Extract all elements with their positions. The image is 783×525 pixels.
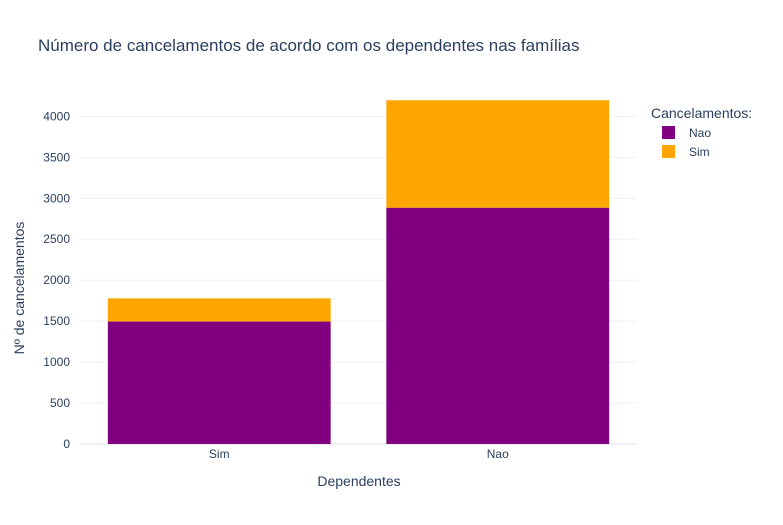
y-tick-label: 1500 (43, 314, 70, 328)
y-tick-label: 2000 (43, 273, 70, 287)
legend-label-sim: Sim (689, 145, 710, 159)
y-tick-label: 4000 (43, 109, 70, 123)
legend-items: Nao Sim (662, 126, 711, 159)
legend-swatch-nao (662, 126, 675, 139)
y-tick-label: 2500 (43, 232, 70, 246)
y-tick-labels: 0 500 1000 1500 2000 2500 3000 3500 4000 (43, 109, 70, 451)
chart-title: Número de cancelamentos de acordo com os… (38, 36, 579, 55)
bar-sim-sim (107, 298, 331, 322)
y-tick-label: 500 (50, 396, 70, 410)
x-axis-title: Dependentes (317, 473, 400, 489)
y-tick-label: 3500 (43, 150, 70, 164)
x-tick-label: Sim (209, 447, 230, 461)
legend-title: Cancelamentos: (651, 105, 752, 121)
bar-nao-nao (386, 207, 610, 444)
y-tick-label: 0 (63, 437, 70, 451)
bar-sim-nao (386, 100, 610, 208)
legend-label-nao: Nao (689, 126, 711, 140)
bar-nao-sim (107, 321, 331, 444)
legend-swatch-sim (662, 145, 675, 158)
y-tick-label: 1000 (43, 355, 70, 369)
x-tick-labels: Sim Nao (209, 447, 509, 461)
y-tick-label: 3000 (43, 191, 70, 205)
x-tick-label: Nao (487, 447, 509, 461)
bars (107, 100, 610, 444)
legend: Cancelamentos: Nao Sim (651, 105, 752, 159)
y-axis-title: Nº de cancelamentos (11, 222, 27, 355)
